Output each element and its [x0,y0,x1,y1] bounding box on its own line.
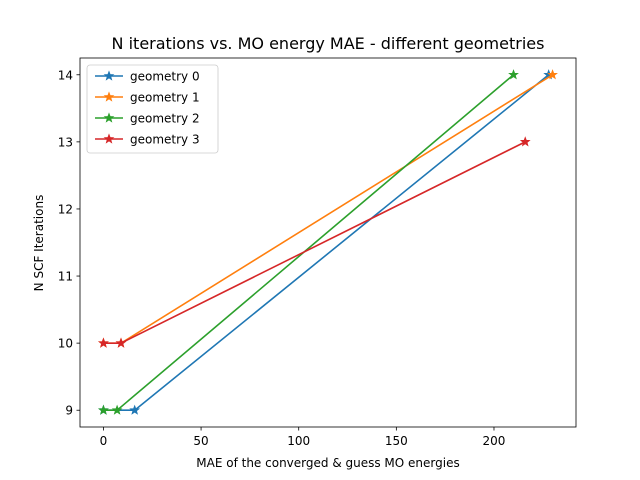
y-axis-label: N SCF Iterations [32,195,46,292]
data-point [115,337,127,348]
data-point [508,69,519,80]
y-tick-label: 13 [58,135,73,149]
series-geometry-3 [98,136,531,348]
series-layer [98,69,558,415]
y-tick-label: 10 [58,337,73,351]
data-point [111,404,123,415]
legend-entry: geometry 0 [95,70,200,84]
x-tick-label: 0 [100,434,108,448]
data-point [98,404,109,415]
x-tick-label: 200 [483,434,506,448]
legend-swatch-marker [103,91,115,102]
legend-label: geometry 1 [130,91,200,105]
data-point [547,69,558,80]
legend-swatch-marker [103,133,115,144]
x-axis-label: MAE of the converged & guess MO energies [196,456,459,470]
x-tick-label: 50 [193,434,208,448]
data-point [98,337,109,348]
y-tick-label: 9 [65,404,73,418]
legend-label: geometry 3 [130,133,200,147]
x-tick-label: 100 [287,434,310,448]
series-geometry-2 [98,69,519,415]
data-point [519,136,531,147]
legend-swatch-marker [103,70,115,81]
axes-frame [79,57,577,428]
y-tick-label: 11 [58,270,73,284]
legend-label: geometry 2 [130,112,200,126]
legend-swatch-marker [103,112,115,123]
x-tick-label: 150 [385,434,408,448]
legend-entry: geometry 1 [95,91,200,105]
chart-title: N iterations vs. MO energy MAE - differe… [112,34,545,53]
legend-frame [86,64,219,154]
legend-entry: geometry 3 [95,133,200,147]
legend-label: geometry 0 [130,70,200,84]
data-point [129,404,141,415]
y-tick-label: 14 [58,68,73,82]
legend-entry: geometry 2 [95,112,200,126]
axes: 0 50 100 150 200 9 10 11 12 13 14 [58,57,577,448]
legend: geometry 0 geometry 1 geometry 2 geometry 3 [86,64,219,154]
y-tick-label: 12 [58,202,73,216]
